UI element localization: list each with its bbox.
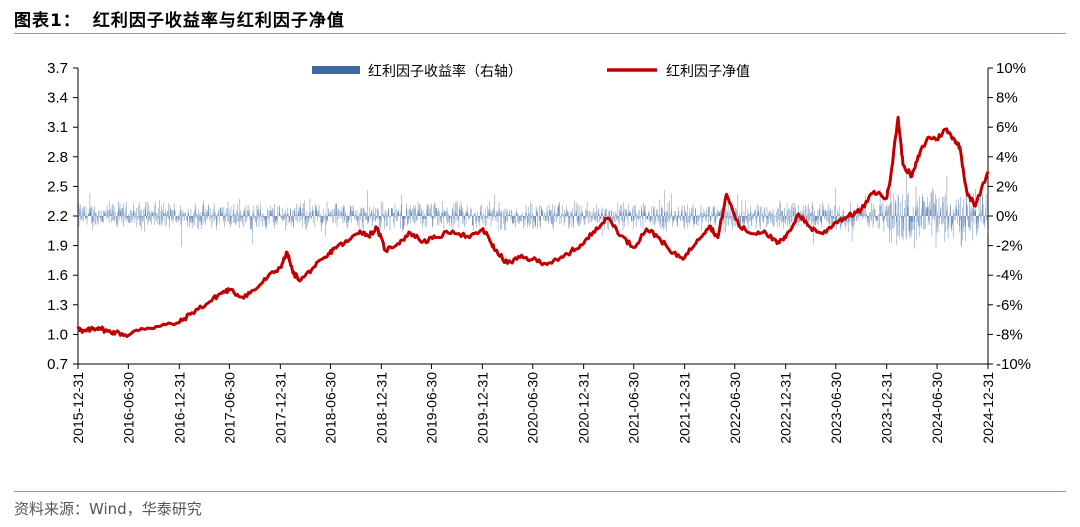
x-tick-label: 2018-06-30	[322, 372, 338, 444]
y2-tick-label: -10%	[996, 356, 1031, 373]
chart: 3.7 3.4 3.1 2.8 2.5 2.2 1.9 1.6 1.3 1.0 0.7 10% 8% 6%…	[47, 60, 1031, 444]
x-tick-label: 2016-06-30	[120, 372, 136, 444]
x-tick-label: 2020-06-30	[525, 372, 541, 444]
x-tick-label: 2022-06-30	[727, 372, 743, 444]
source-note: 资料来源：Wind，华泰研究	[14, 500, 202, 518]
y2-tick-label: -4%	[996, 267, 1023, 284]
y-tick-label: 1.0	[47, 326, 68, 343]
x-tick-label: 2016-12-31	[171, 372, 187, 444]
x-tick-label: 2024-06-30	[929, 372, 945, 444]
y2-tick-label: 10%	[996, 60, 1026, 77]
y-tick-label: 3.1	[47, 119, 68, 136]
x-tick-label: 2021-06-30	[626, 372, 642, 444]
legend-swatch-returns	[312, 66, 360, 74]
figure-number: 图表1：	[14, 11, 81, 31]
y-tick-label: 2.8	[47, 149, 68, 166]
x-tick-label: 2017-06-30	[221, 372, 237, 444]
figure-title: 图表1： 红利因子收益率与红利因子净值	[14, 6, 345, 31]
y-tick-label: 2.2	[47, 208, 68, 225]
legend-label-net-value: 红利因子净值	[666, 64, 750, 80]
y2-tick-label: 6%	[996, 119, 1018, 136]
x-tick-label: 2022-12-31	[778, 372, 794, 444]
x-tick-label: 2020-12-31	[576, 372, 592, 444]
y2-tick-label: 4%	[996, 149, 1018, 166]
x-tick-label: 2015-12-31	[70, 372, 86, 444]
bottom-rule	[14, 491, 1066, 492]
y-tick-label: 1.3	[47, 297, 68, 314]
x-tick-label: 2024-12-31	[980, 372, 996, 444]
y2-tick-label: -8%	[996, 326, 1023, 343]
y-tick-label: 0.7	[47, 356, 68, 373]
y-tick-label: 3.4	[47, 90, 68, 107]
figure-title-text: 红利因子收益率与红利因子净值	[92, 11, 345, 31]
y2-tick-label: 2%	[996, 178, 1018, 195]
y2-tick-label: 0%	[996, 208, 1018, 225]
x-tick-label: 2018-12-31	[373, 372, 389, 444]
x-tick-label: 2023-06-30	[828, 372, 844, 444]
legend: 红利因子收益率（右轴） 红利因子净值	[312, 63, 750, 80]
y2-tick-label: 8%	[996, 90, 1018, 107]
net-value-line-group	[76, 115, 990, 338]
return-bars	[77, 170, 989, 249]
top-rule	[14, 33, 1066, 34]
x-tick-label: 2019-06-30	[423, 372, 439, 444]
y2-tick-label: -2%	[996, 238, 1023, 255]
x-tick-label: 2023-12-31	[879, 372, 895, 444]
y-tick-label: 1.6	[47, 267, 68, 284]
legend-label-returns: 红利因子收益率（右轴）	[368, 63, 522, 80]
net-value-line	[76, 115, 990, 338]
x-tick-label: 2021-12-31	[677, 372, 693, 444]
y-tick-label: 2.5	[47, 178, 68, 195]
axes: 3.7 3.4 3.1 2.8 2.5 2.2 1.9 1.6 1.3 1.0 0.7 10% 8% 6%…	[47, 60, 1031, 444]
y-tick-label: 1.9	[47, 238, 68, 255]
x-tick-label: 2019-12-31	[474, 372, 490, 444]
y-tick-label: 3.7	[47, 60, 68, 77]
y2-tick-label: -6%	[996, 297, 1023, 314]
x-tick-label: 2017-12-31	[272, 372, 288, 444]
